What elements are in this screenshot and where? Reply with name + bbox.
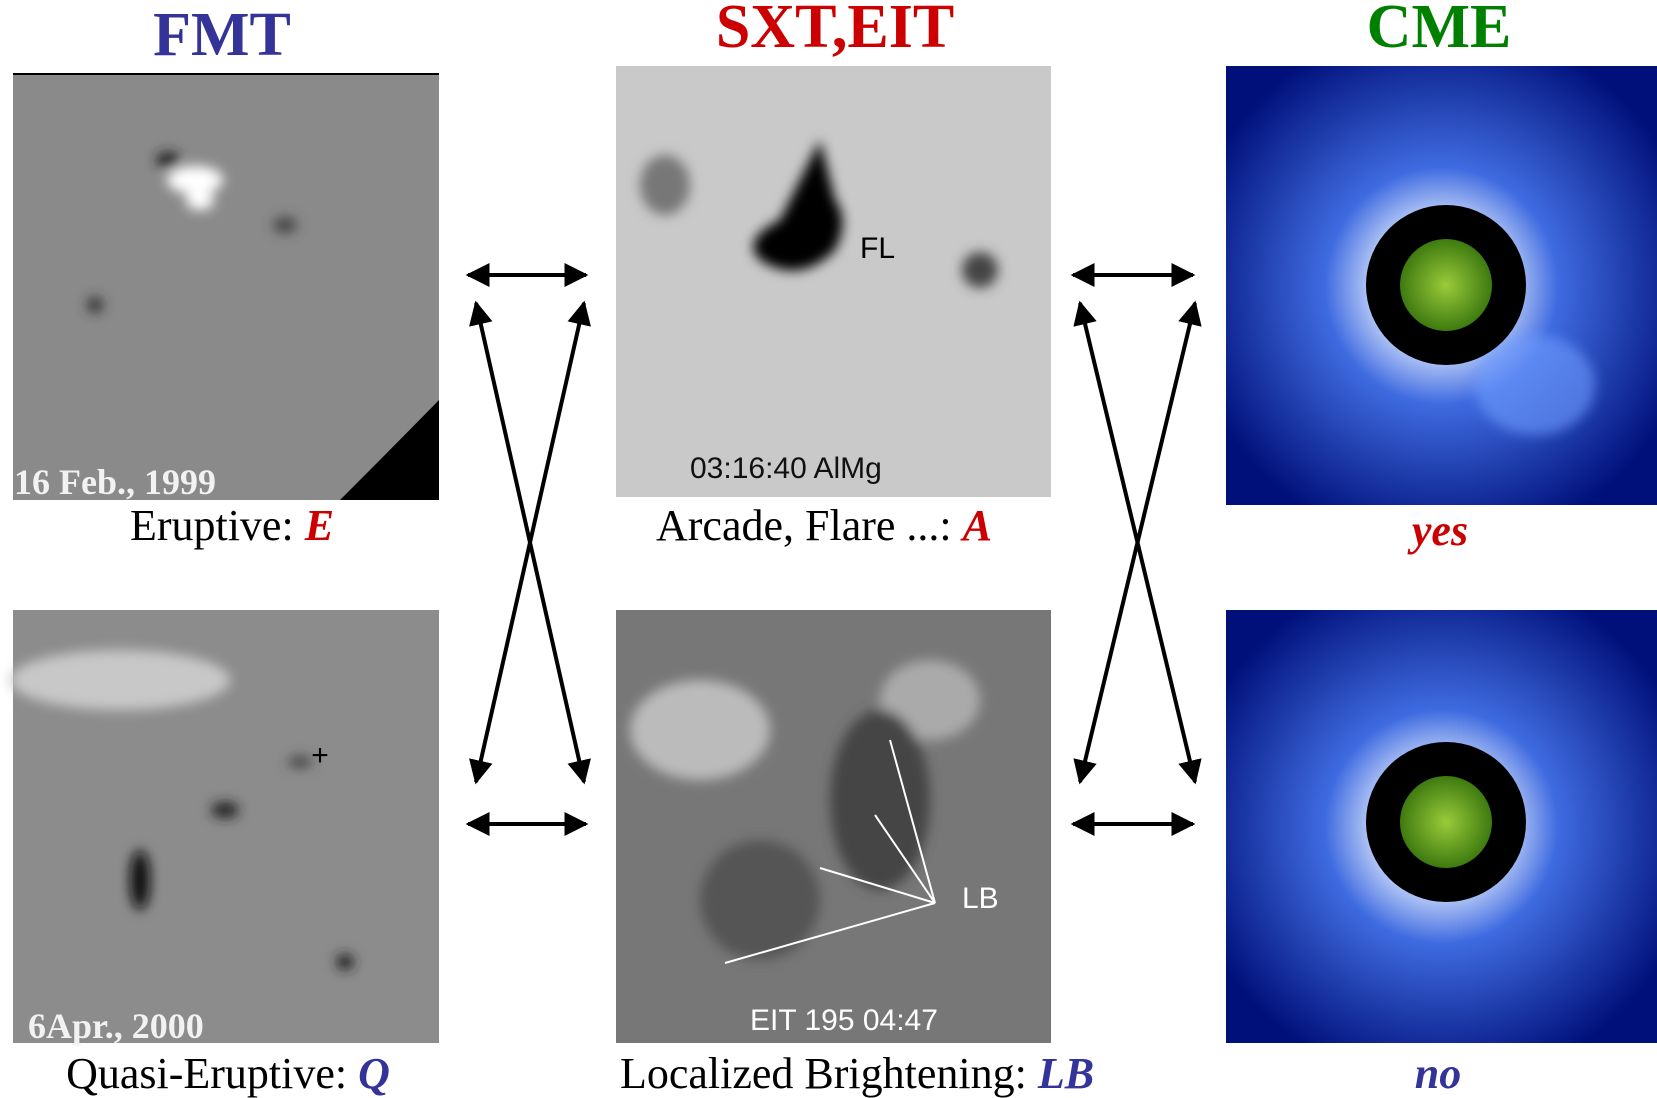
date-label: 16 Feb., 1999 [14,462,216,502]
caption-code: E [304,501,334,550]
caption-code: A [960,501,992,550]
caption: Arcade, Flare ...: A [656,501,992,550]
caption-text: Eruptive: [130,501,305,550]
time-label: 03:16:40 AlMg [690,452,882,485]
eit-image: LB EIT 195 04:47 [616,610,1051,1043]
caption-text: Arcade, Flare ...: [656,501,963,550]
caption: Localized Brightening: LB [620,1049,1094,1098]
sxt-image: FL 03:16:40 AlMg [616,66,1051,497]
caption-code: Q [358,1049,390,1098]
marker-label: LB [962,882,999,915]
caption-text: Quasi-Eruptive: [66,1049,358,1098]
caption: Eruptive: E [130,501,334,550]
cme-image [1226,66,1657,505]
caption-code: LB [1037,1049,1094,1098]
svg-text:+: + [311,739,329,772]
time-label: EIT 195 04:47 [750,1004,938,1037]
column-title: CME [1367,0,1512,61]
caption-code: no [1415,1049,1461,1098]
column-title: SXT,EIT [716,0,954,61]
diagram: FMT SXT,EIT CME 16 Feb., 1999 Eruptive: … [0,0,1657,1098]
marker-label: FL [860,232,895,265]
fmt-image: 16 Feb., 1999 [13,74,439,502]
fmt-image: + 6Apr., 2000 [10,610,439,1046]
caption-code: yes [1407,506,1468,555]
caption-text: Localized Brightening: [620,1049,1038,1098]
column-title: FMT [153,1,291,69]
date-label: 6Apr., 2000 [28,1006,204,1046]
caption: Quasi-Eruptive: Q [66,1049,390,1098]
cme-image [1226,610,1657,1043]
